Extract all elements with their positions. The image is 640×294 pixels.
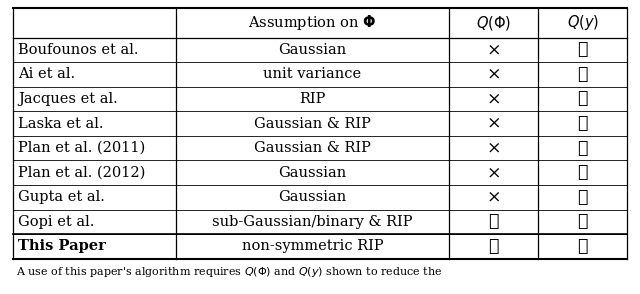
Text: ✓: ✓: [577, 189, 588, 206]
Text: Gopi et al.: Gopi et al.: [18, 215, 94, 229]
Text: $Q(\Phi)$: $Q(\Phi)$: [476, 14, 511, 32]
Text: non-symmetric RIP: non-symmetric RIP: [241, 239, 383, 253]
Text: Gaussian: Gaussian: [278, 190, 346, 204]
Text: ✓: ✓: [577, 140, 588, 157]
Text: ✓: ✓: [577, 164, 588, 181]
Text: This Paper: This Paper: [18, 239, 106, 253]
Text: Gaussian & RIP: Gaussian & RIP: [254, 141, 371, 155]
Text: $Q(y)$: $Q(y)$: [566, 13, 599, 32]
Text: ✓: ✓: [488, 213, 499, 230]
Text: A use of this paper's algorithm requires $Q(\Phi)$ and $Q(y)$ shown to reduce th: A use of this paper's algorithm requires…: [16, 265, 442, 279]
Text: Laska et al.: Laska et al.: [18, 116, 104, 131]
Text: Gaussian & RIP: Gaussian & RIP: [254, 116, 371, 131]
Text: ✓: ✓: [488, 238, 499, 255]
Text: Gaussian: Gaussian: [278, 166, 346, 180]
Text: ✓: ✓: [577, 91, 588, 108]
Text: ×: ×: [486, 91, 501, 108]
Text: ×: ×: [486, 66, 501, 83]
Text: unit variance: unit variance: [263, 67, 362, 81]
Text: Plan et al. (2011): Plan et al. (2011): [18, 141, 145, 155]
Text: sub-Gaussian/binary & RIP: sub-Gaussian/binary & RIP: [212, 215, 413, 229]
Text: ×: ×: [486, 164, 501, 181]
Text: ✓: ✓: [577, 66, 588, 83]
Text: Gupta et al.: Gupta et al.: [18, 190, 105, 204]
Text: ×: ×: [486, 189, 501, 206]
Text: Ai et al.: Ai et al.: [18, 67, 75, 81]
Text: RIP: RIP: [299, 92, 326, 106]
Text: Boufounos et al.: Boufounos et al.: [18, 43, 138, 57]
Text: ✓: ✓: [577, 213, 588, 230]
Text: Assumption on $\mathbf{\Phi}$: Assumption on $\mathbf{\Phi}$: [248, 13, 376, 32]
Text: ✓: ✓: [577, 115, 588, 132]
Text: ×: ×: [486, 140, 501, 157]
Text: Gaussian: Gaussian: [278, 43, 346, 57]
Text: ×: ×: [486, 115, 501, 132]
Text: ×: ×: [486, 41, 501, 58]
Text: Plan et al. (2012): Plan et al. (2012): [18, 166, 145, 180]
Text: ✓: ✓: [577, 41, 588, 58]
Text: ✓: ✓: [577, 238, 588, 255]
Text: Jacques et al.: Jacques et al.: [18, 92, 118, 106]
